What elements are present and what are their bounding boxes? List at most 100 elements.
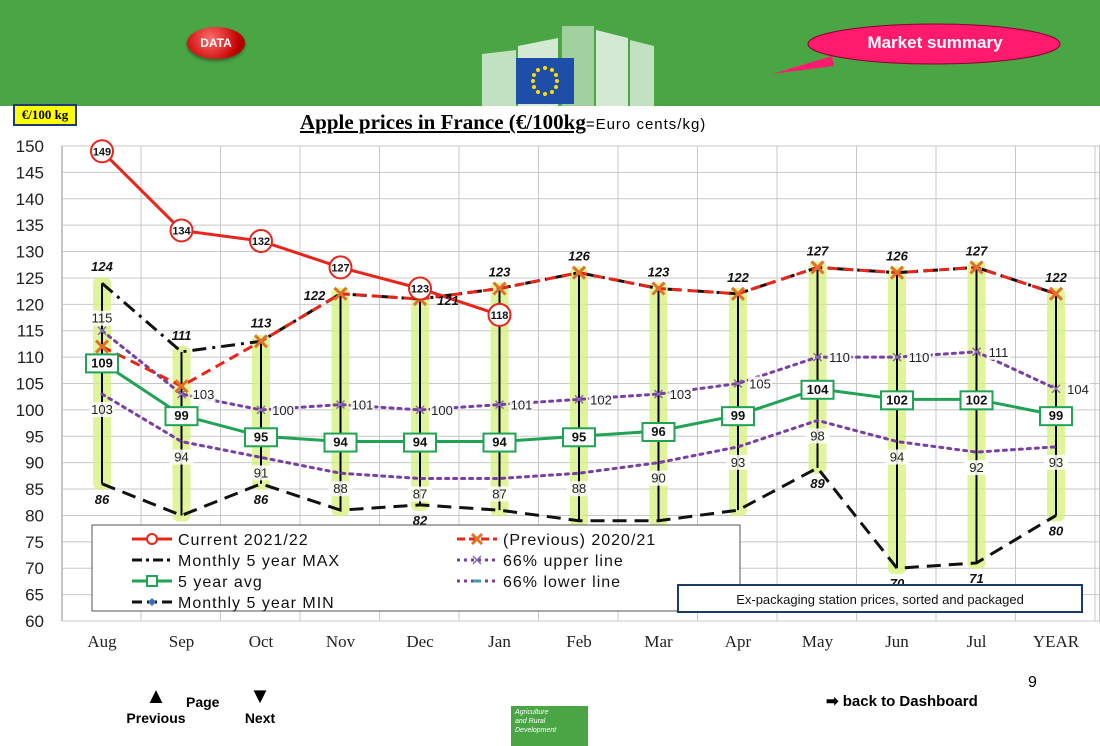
- y-tick-label: 75: [25, 533, 44, 552]
- legend-label: 66% upper line: [503, 553, 624, 570]
- label-5yr-avg: 96: [651, 424, 665, 439]
- marker-upper: [97, 326, 107, 336]
- label-upper-bg: [827, 350, 852, 366]
- label-5yr-avg: 94: [413, 435, 428, 450]
- unit-label: €/100 kg: [13, 104, 77, 126]
- previous-page-button[interactable]: ▲ Previous: [120, 684, 192, 736]
- x-tick-label: YEAR: [1033, 632, 1080, 651]
- label-lower-bg: [805, 428, 830, 444]
- label-lower-bg: [169, 449, 194, 465]
- marker-previous: [810, 260, 825, 275]
- label-66-upper: 103: [193, 387, 215, 402]
- label-upper-bg: [191, 387, 216, 403]
- arrow-down-icon: ▼: [249, 683, 271, 708]
- label-5yr-min: 82: [413, 513, 428, 528]
- marker-upper: [176, 389, 187, 399]
- label-upper-bg: [589, 392, 613, 408]
- label-5yr-min: 71: [969, 571, 983, 586]
- legend-box: [91, 524, 741, 612]
- marker-previous: [730, 286, 746, 301]
- label-5yr-avg: 102: [966, 392, 988, 407]
- label-current-circle: [90, 139, 114, 164]
- label-66-lower: 94: [174, 450, 188, 465]
- legend-label: Monthly 5 year MAX: [178, 553, 340, 570]
- chart-title-main: Apple prices in France (€/100kg: [300, 110, 586, 134]
- label-lower-bg: [646, 470, 671, 486]
- label-5yr-avg-box: [562, 427, 596, 448]
- y-tick-label: 150: [16, 137, 44, 156]
- y-tick-label: 105: [16, 375, 44, 394]
- label-66-lower: 88: [572, 481, 586, 496]
- label-66-upper: 101: [511, 398, 533, 413]
- y-tick-label: 120: [16, 295, 44, 314]
- label-upper-bg: [748, 376, 772, 392]
- label-lower-bg: [726, 454, 750, 470]
- back-to-dashboard-link[interactable]: ➡ back to Dashboard: [826, 692, 996, 714]
- label-5yr-avg-box: [880, 390, 914, 411]
- label-66-lower: 93: [1049, 455, 1063, 470]
- label-previous: 122: [727, 270, 749, 285]
- marker-upper: [971, 347, 982, 357]
- label-5yr-avg: 99: [731, 408, 745, 423]
- legend-marker: [470, 532, 484, 546]
- marker-upper: [733, 378, 743, 389]
- label-66-lower: 91: [254, 465, 268, 480]
- y-tick-label: 125: [16, 269, 44, 288]
- label-66-lower: 90: [651, 471, 665, 486]
- label-lower-bg: [1044, 454, 1068, 470]
- label-5yr-avg-box: [323, 432, 358, 453]
- next-page-button[interactable]: ▼ Next: [232, 684, 288, 736]
- label-66-upper: 110: [829, 350, 850, 365]
- legend-marker: [146, 533, 158, 545]
- label-current: 149: [93, 146, 111, 158]
- marker-previous: [174, 379, 189, 394]
- label-current-circle: [169, 218, 194, 243]
- x-tick-label: Sep: [169, 632, 195, 651]
- label-previous: 123: [489, 265, 511, 280]
- y-tick-label: 60: [25, 612, 44, 631]
- label-66-upper: 101: [352, 398, 374, 413]
- label-lower-bg: [90, 402, 114, 418]
- x-tick-label: Mar: [644, 632, 673, 651]
- y-tick-label: 80: [25, 506, 44, 525]
- label-66-upper: 110: [909, 350, 930, 365]
- label-current-circle: [328, 255, 353, 280]
- label-current: 134: [172, 225, 191, 237]
- label-lower-bg: [885, 449, 909, 465]
- label-66-upper: 111: [989, 345, 1009, 360]
- label-5yr-avg-box: [403, 432, 437, 453]
- label-66-upper: 102: [590, 392, 612, 407]
- label-66-lower: 92: [969, 460, 983, 475]
- market-summary-button[interactable]: [772, 22, 1064, 80]
- arrow-right-icon: ➡: [826, 693, 843, 710]
- legend-label: Monthly 5 year MIN: [178, 595, 335, 612]
- y-tick-label: 100: [16, 401, 44, 420]
- label-previous: 127: [966, 243, 988, 258]
- agri-logo: Agriculture and Rural Development: [511, 706, 588, 746]
- chart-title-suffix: =Euro cents/kg): [585, 116, 707, 133]
- label-previous: 126: [568, 249, 590, 264]
- label-upper-bg: [986, 344, 1011, 360]
- market-summary-label: Market summary: [867, 33, 1003, 52]
- label-5yr-avg-box: [800, 379, 835, 400]
- label-5yr-avg: 99: [1049, 408, 1063, 423]
- marker-upper: [335, 400, 346, 410]
- x-tick-label: Jan: [488, 632, 511, 651]
- label-66-lower: 93: [731, 455, 745, 470]
- marker-previous: [492, 281, 507, 296]
- agri-line-2: and Rural: [515, 718, 546, 725]
- label-lower-bg: [408, 486, 432, 502]
- y-tick-label: 130: [16, 243, 44, 262]
- label-previous: 122: [304, 288, 326, 303]
- label-5yr-avg-box: [164, 406, 199, 427]
- label-lower-bg: [487, 486, 512, 502]
- marker-previous: [1048, 286, 1064, 301]
- marker-upper: [892, 352, 902, 362]
- source-note-box: [677, 584, 1083, 613]
- label-upper-bg: [271, 402, 295, 418]
- series-current-line: [100, 150, 500, 317]
- label-66-lower: 88: [333, 481, 347, 496]
- data-button[interactable]: DATA: [187, 27, 245, 59]
- label-5yr-avg: 94: [333, 435, 348, 450]
- label-5yr-max: 111: [172, 328, 192, 343]
